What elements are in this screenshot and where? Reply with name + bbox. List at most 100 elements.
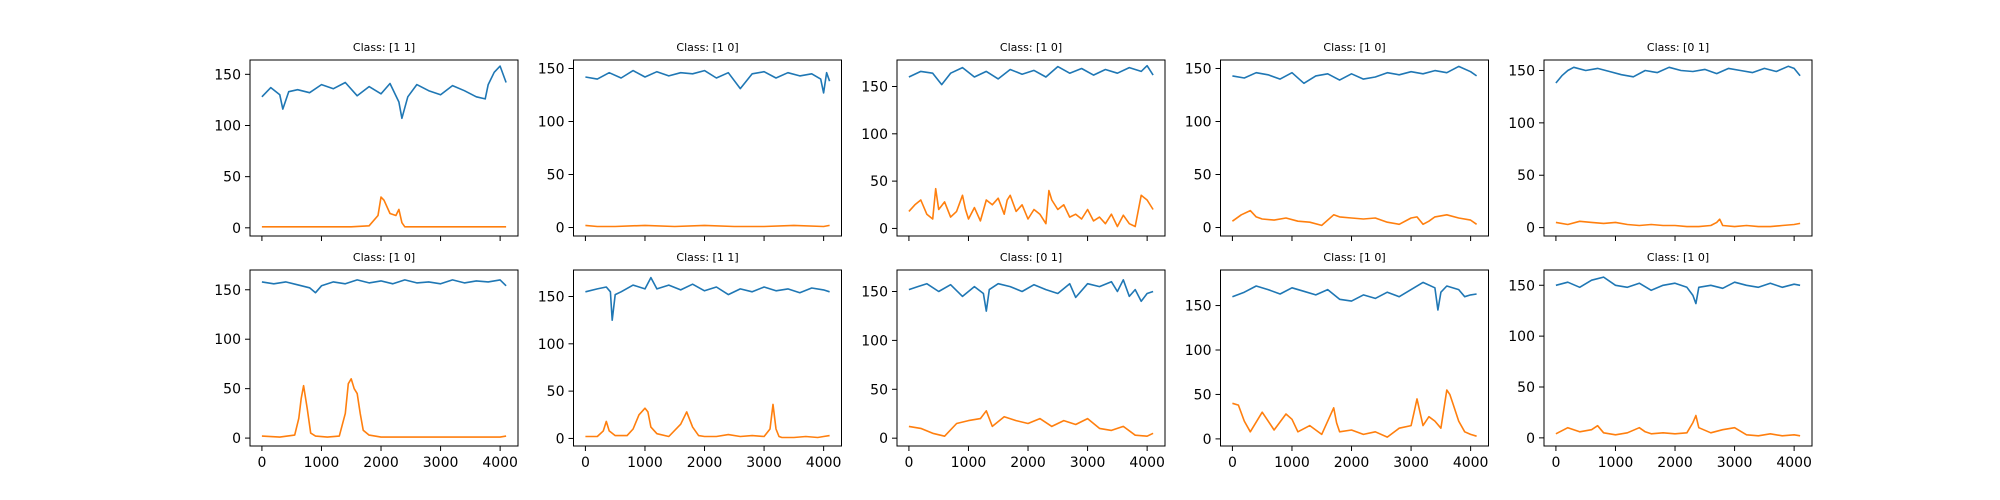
y-tick-label: 0	[1526, 431, 1535, 447]
series-2-line	[261, 196, 507, 228]
y-tick-label: 100	[538, 337, 565, 353]
y-tick-label: 150	[214, 67, 241, 83]
series-1-line	[261, 279, 507, 294]
plot-frame	[896, 269, 1166, 447]
plot-frame	[573, 59, 842, 237]
y-tick-label: 150	[538, 289, 565, 305]
subplot-7: Class: [1 1] 0 50 100 150 0 1000 2000 3000 4000	[538, 251, 842, 471]
y-tick-label: 0	[232, 221, 241, 237]
x-tick-label: 1000	[951, 455, 987, 471]
x-tick-label: 3000	[1393, 455, 1429, 471]
y-tick-label: 150	[538, 61, 565, 77]
subplot-1: Class: [1 1] 0 50 100 150	[214, 41, 519, 241]
subplot-2: Class: [1 0] 0 50 100 150	[538, 41, 842, 241]
subplot-title: Class: [1 0]	[1647, 251, 1709, 264]
y-tick-label: 100	[214, 332, 241, 348]
y-tick-label: 100	[1185, 343, 1212, 359]
y-tick-label: 0	[1203, 221, 1212, 237]
y-tick-label: 150	[1508, 63, 1535, 79]
y-tick-label: 50	[223, 170, 241, 186]
y-tick-label: 150	[1185, 299, 1212, 315]
y-tick-label: 50	[870, 174, 888, 190]
x-tick-label: 1000	[304, 455, 340, 471]
series-1-line	[585, 69, 831, 94]
series-1-line	[908, 278, 1154, 312]
series-2-line	[261, 377, 507, 438]
y-tick-label: 0	[879, 431, 888, 447]
y-tick-label: 100	[214, 118, 241, 134]
x-tick-label: 0	[1551, 455, 1560, 471]
series-2-line	[1555, 218, 1801, 228]
series-1-line	[1232, 281, 1477, 311]
series-2-line	[1555, 414, 1801, 437]
y-tick-label: 0	[1203, 432, 1212, 448]
x-tick-label: 1000	[1274, 455, 1310, 471]
plot-frame	[249, 269, 519, 447]
plot-frame	[249, 59, 519, 237]
y-tick-label: 0	[556, 221, 565, 237]
x-tick-label: 1000	[1598, 455, 1634, 471]
subplot-title: Class: [1 1]	[353, 41, 415, 54]
x-tick-label: 2000	[1334, 455, 1370, 471]
series-2-line	[908, 409, 1154, 438]
x-tick-label: 1000	[627, 455, 663, 471]
x-tick-label: 4000	[1453, 455, 1489, 471]
series-1-line	[585, 276, 830, 322]
x-tick-label: 2000	[363, 455, 399, 471]
y-tick-label: 0	[556, 431, 565, 447]
y-tick-label: 0	[879, 221, 888, 237]
y-tick-label: 100	[1508, 329, 1535, 345]
y-tick-label: 50	[547, 168, 565, 184]
x-tick-label: 2000	[687, 455, 723, 471]
subplot-9: Class: [1 0] 0 50 100 150 0 1000 2000 3000 4000	[1185, 251, 1489, 471]
y-tick-label: 50	[1194, 387, 1212, 403]
plot-frame	[1543, 59, 1813, 237]
y-tick-label: 50	[1517, 168, 1535, 184]
y-tick-label: 100	[1185, 114, 1212, 130]
subplot-title: Class: [1 0]	[676, 41, 738, 54]
x-tick-label: 0	[1228, 455, 1237, 471]
y-tick-label: 50	[870, 382, 888, 398]
series-1-line	[1555, 65, 1801, 84]
y-tick-label: 50	[223, 382, 241, 398]
x-tick-label: 3000	[1070, 455, 1106, 471]
subplot-title: Class: [1 0]	[1323, 251, 1385, 264]
y-tick-label: 100	[1508, 116, 1535, 132]
y-tick-label: 150	[1185, 61, 1212, 77]
y-tick-label: 150	[861, 79, 888, 95]
x-tick-label: 4000	[806, 455, 842, 471]
plot-frame	[1220, 269, 1489, 447]
x-tick-label: 0	[581, 455, 590, 471]
y-tick-label: 50	[547, 384, 565, 400]
series-1-line	[1232, 65, 1478, 85]
y-tick-label: 50	[1194, 168, 1212, 184]
subplot-title: Class: [1 0]	[1000, 41, 1062, 54]
subplot-8: Class: [0 1] 0 50 100 150 0 1000 2000 3000 4000	[861, 251, 1166, 471]
y-tick-label: 100	[861, 333, 888, 349]
subplot-3: Class: [1 0] 0 50 100 150	[861, 41, 1166, 241]
subplot-5: Class: [0 1] 0 50 100 150	[1508, 41, 1813, 241]
plot-frame	[1543, 269, 1813, 447]
x-tick-label: 4000	[482, 455, 518, 471]
plot-frame	[896, 59, 1166, 237]
subplot-title: Class: [1 0]	[353, 251, 415, 264]
subplot-title: Class: [1 1]	[676, 251, 738, 264]
x-tick-label: 2000	[1010, 455, 1046, 471]
x-tick-label: 2000	[1657, 455, 1693, 471]
x-tick-label: 4000	[1129, 455, 1165, 471]
subplot-4: Class: [1 0] 0 50 100 150	[1185, 41, 1489, 241]
x-tick-label: 0	[257, 455, 266, 471]
subplot-title: Class: [0 1]	[1000, 251, 1062, 264]
series-2-line	[1232, 389, 1477, 438]
y-tick-label: 100	[861, 127, 888, 143]
y-tick-label: 50	[1517, 380, 1535, 396]
y-tick-label: 150	[214, 283, 241, 299]
x-tick-label: 3000	[423, 455, 459, 471]
y-tick-label: 0	[232, 431, 241, 447]
series-2-line	[585, 224, 830, 228]
subplot-title: Class: [1 0]	[1323, 41, 1385, 54]
y-tick-label: 150	[861, 285, 888, 301]
series-2-line	[908, 187, 1154, 228]
subplot-6: Class: [1 0] 0 50 100 150 0 1000 2000 3000 4000	[214, 251, 519, 471]
